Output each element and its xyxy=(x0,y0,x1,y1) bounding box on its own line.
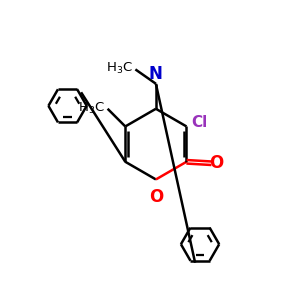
Text: Cl: Cl xyxy=(191,116,207,130)
Text: H$_3$C: H$_3$C xyxy=(106,61,133,76)
Text: O: O xyxy=(149,188,163,206)
Text: O: O xyxy=(209,154,224,172)
Text: H$_3$C: H$_3$C xyxy=(78,100,105,116)
Text: N: N xyxy=(149,65,163,83)
